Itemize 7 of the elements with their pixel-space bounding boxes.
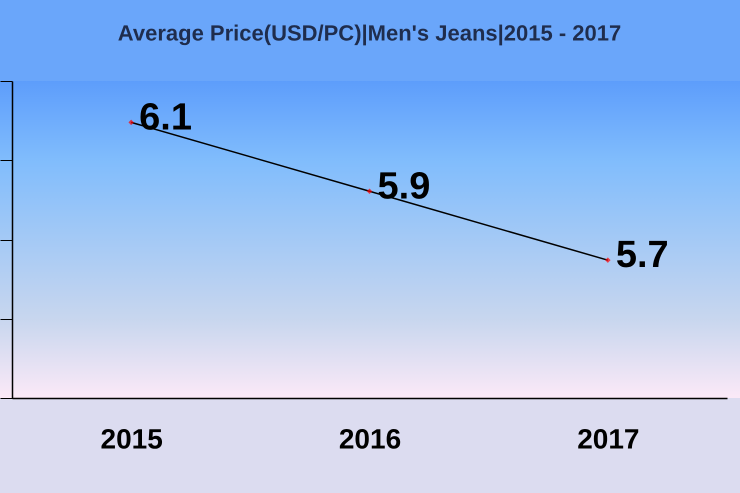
x-tick-label: 2015 [100,424,163,454]
data-label: 6.1 [139,96,192,138]
x-tick-label: 2017 [577,424,640,454]
data-label: 5.7 [616,234,669,276]
x-tick-label: 2016 [338,424,402,454]
chart-title: Average Price(USD/PC)|Men's Jeans|2015 - 2017 [118,20,622,46]
data-label: 5.9 [378,165,430,208]
